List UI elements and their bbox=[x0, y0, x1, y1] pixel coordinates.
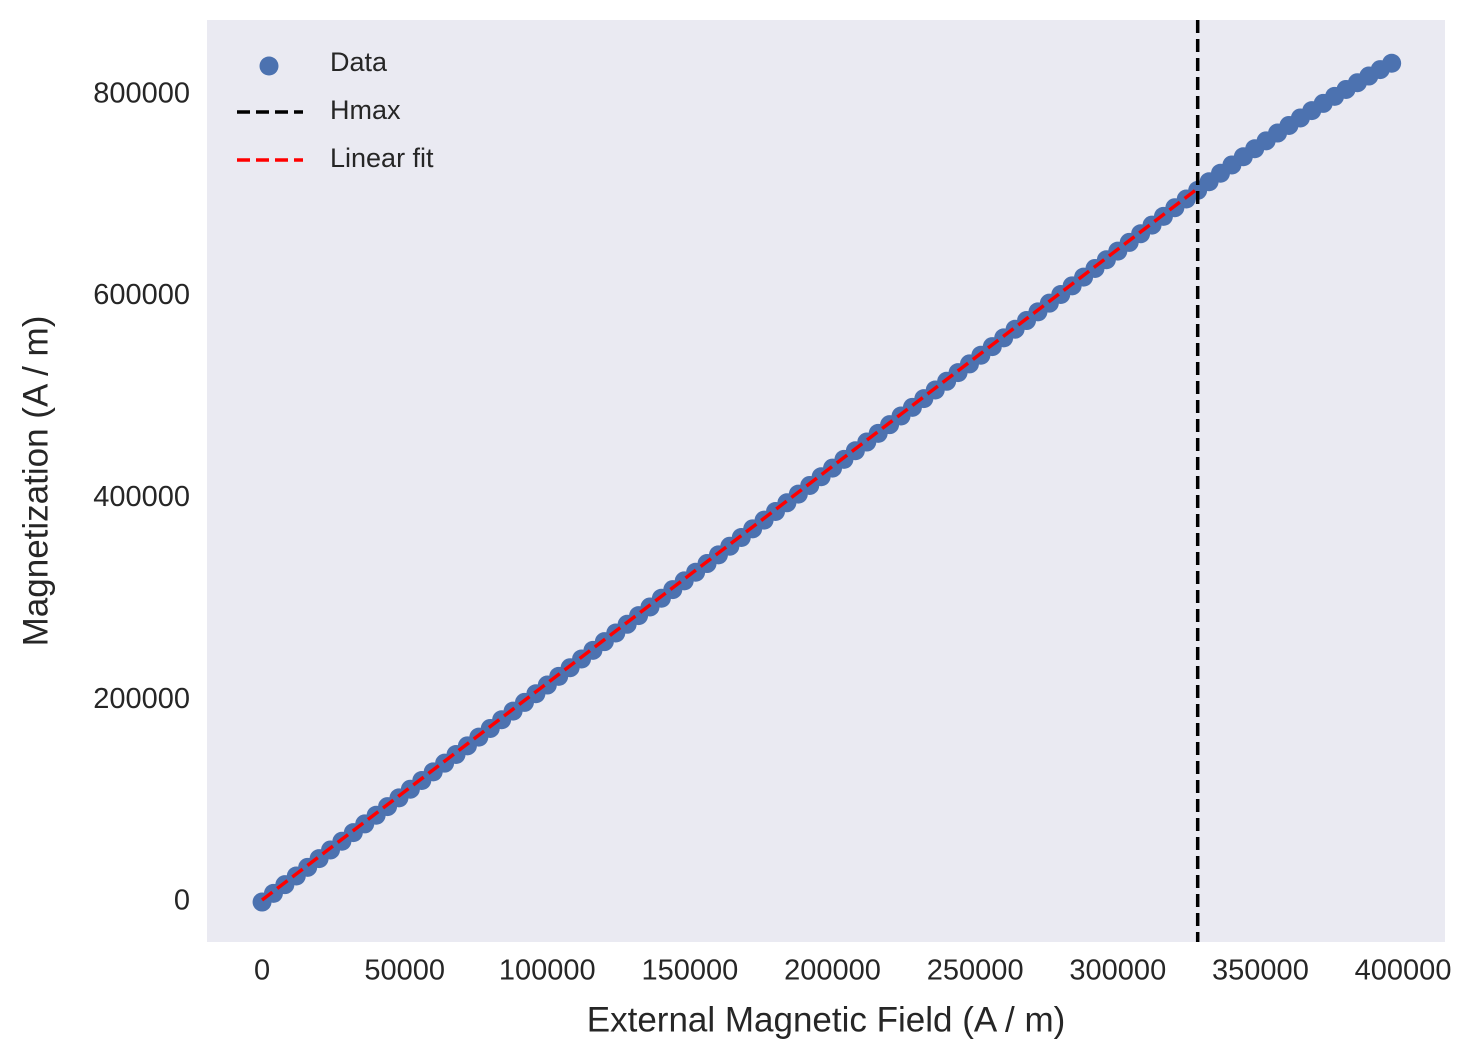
x-tick-label: 300000 bbox=[1069, 955, 1166, 987]
legend-label: Data bbox=[330, 47, 388, 77]
legend-label: Linear fit bbox=[330, 143, 434, 173]
x-tick-label: 250000 bbox=[927, 955, 1024, 987]
fit-line bbox=[260, 187, 1199, 902]
x-tick-label: 200000 bbox=[784, 955, 881, 987]
y-tick-label: 400000 bbox=[93, 481, 190, 513]
y-tick-label: 200000 bbox=[93, 683, 190, 715]
y-tick-label: 800000 bbox=[93, 77, 190, 109]
legend-label: Hmax bbox=[330, 95, 401, 125]
x-axis-label: External Magnetic Field (A / m) bbox=[587, 1000, 1066, 1039]
data-point bbox=[1382, 53, 1402, 73]
x-tick-label: 50000 bbox=[364, 955, 445, 987]
x-tick-label: 350000 bbox=[1212, 955, 1309, 987]
y-tick-label: 600000 bbox=[93, 279, 190, 311]
legend-marker bbox=[259, 56, 279, 76]
y-axis-label: Magnetization (A / m) bbox=[16, 316, 55, 647]
x-tick-label: 150000 bbox=[642, 955, 739, 987]
x-tick-label: 100000 bbox=[499, 955, 596, 987]
y-tick-label: 0 bbox=[174, 885, 190, 917]
x-tick-label: 400000 bbox=[1355, 955, 1452, 987]
x-tick-label: 0 bbox=[254, 955, 270, 987]
